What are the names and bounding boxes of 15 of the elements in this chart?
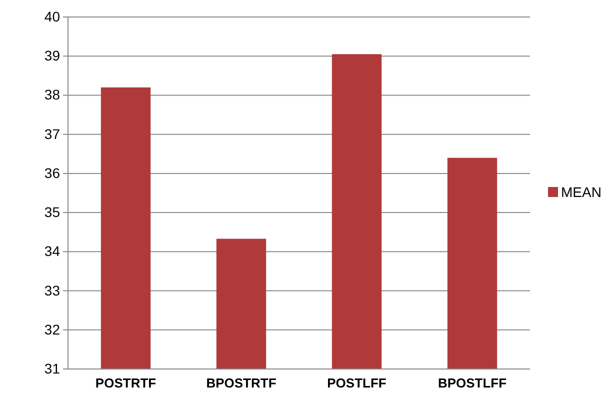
- x-tick-label: POSTLFF: [327, 376, 386, 391]
- x-tick-label: POSTRTF: [95, 376, 156, 391]
- x-tick-label: BPOSTRTF: [206, 376, 276, 391]
- y-tick-label: 35: [44, 204, 60, 220]
- y-tick-label: 32: [44, 321, 60, 338]
- y-tick-label: 40: [44, 8, 60, 24]
- y-tick-label: 36: [44, 164, 60, 181]
- y-tick-label: 34: [44, 243, 60, 260]
- y-tick-label: 39: [44, 48, 60, 64]
- y-tick-label: 31: [44, 360, 60, 376]
- legend-label: MEAN: [561, 184, 602, 200]
- y-tick-label: 33: [44, 282, 60, 298]
- x-tick-label: BPOSTLFF: [438, 376, 507, 391]
- y-tick-label: 38: [44, 86, 60, 103]
- y-tick-label: 37: [44, 126, 60, 142]
